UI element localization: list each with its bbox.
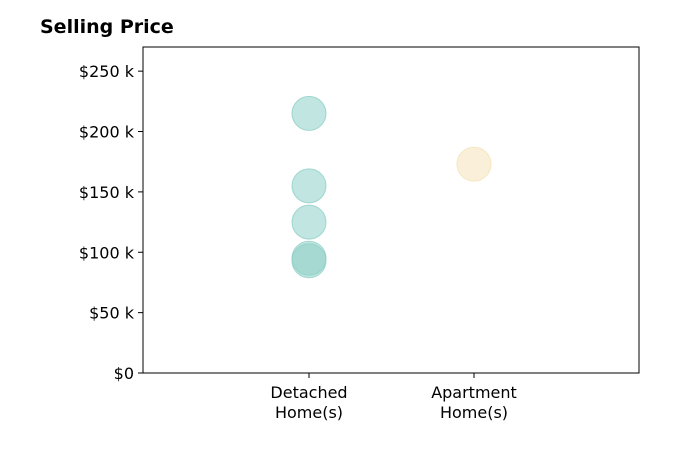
plot-frame xyxy=(142,46,640,374)
data-point xyxy=(456,146,492,182)
y-tick-label: $150 k xyxy=(79,183,135,202)
y-tick-label: $50 k xyxy=(89,304,135,323)
y-tick-label: $0 xyxy=(114,364,134,383)
data-point xyxy=(291,95,327,131)
y-tick-label: $200 k xyxy=(79,123,135,142)
x-tick-label: Detached Home(s) xyxy=(270,383,347,422)
y-tick-label: $100 k xyxy=(79,243,135,262)
data-points xyxy=(291,95,492,279)
data-point xyxy=(291,168,327,204)
x-axis: Detached Home(s) Apartment Home(s) xyxy=(270,373,517,422)
y-axis: $0 $50 k $100 k $150 k $200 k $250 k xyxy=(79,62,143,383)
y-tick-label: $250 k xyxy=(79,62,135,81)
chart-title: Selling Price xyxy=(40,16,174,38)
data-point xyxy=(291,243,327,279)
data-point xyxy=(291,204,327,240)
x-tick-label: Apartment Home(s) xyxy=(431,383,517,422)
